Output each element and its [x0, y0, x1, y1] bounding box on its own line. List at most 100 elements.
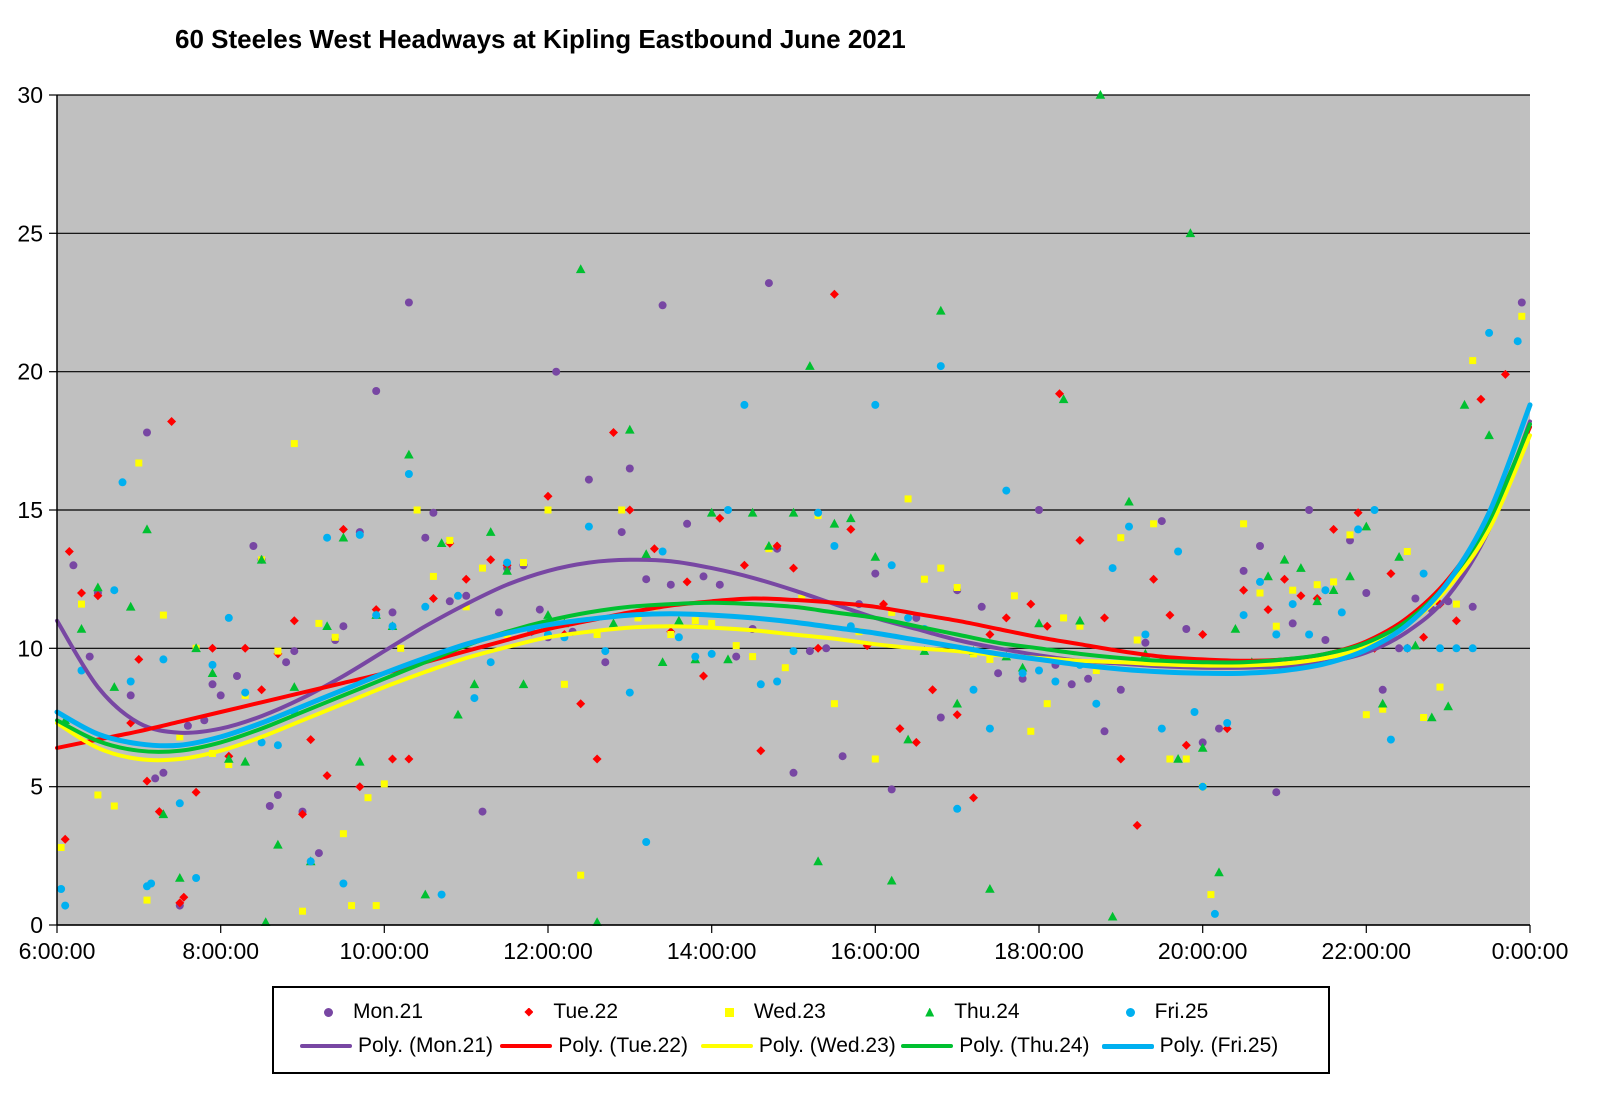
- point-mon21: [1035, 506, 1043, 514]
- point-wed23: [413, 506, 421, 514]
- point-fri25: [756, 680, 765, 689]
- point-fri25: [1239, 611, 1248, 620]
- point-fri25: [1321, 586, 1330, 595]
- point-wed23: [1330, 578, 1338, 586]
- point-mon21: [1288, 619, 1297, 628]
- point-fri25: [486, 658, 495, 667]
- point-fri25: [1051, 677, 1060, 686]
- point-thu24: [1263, 571, 1273, 581]
- point-wed23: [1313, 581, 1321, 589]
- point-mon21: [421, 533, 430, 542]
- point-fri25: [470, 694, 479, 703]
- trendline-poly-mon21: [55, 419, 1532, 735]
- point-thu24: [93, 582, 103, 592]
- point-fri25: [969, 685, 978, 694]
- point-thu24: [706, 507, 717, 517]
- point-fri25: [372, 611, 381, 620]
- point-tue22: [208, 643, 217, 653]
- point-thu24: [1394, 552, 1404, 561]
- point-fri25: [1210, 909, 1219, 918]
- legend-item-poly-tue22: Poly. (Tue.22): [500, 1034, 700, 1058]
- point-wed23: [986, 655, 994, 663]
- y-tick-label: 25: [17, 220, 43, 246]
- point-tue22: [1001, 613, 1011, 623]
- point-thu24: [674, 615, 684, 625]
- point-thu24: [952, 698, 962, 708]
- point-fri25: [1452, 644, 1461, 653]
- point-mon21: [642, 575, 651, 584]
- point-wed23: [1182, 755, 1190, 763]
- point-tue22: [1500, 369, 1510, 379]
- point-wed23: [708, 619, 716, 627]
- point-wed23: [1272, 622, 1280, 630]
- legend-label-thu24: Thu.24: [954, 1000, 1020, 1023]
- point-fri25: [601, 647, 610, 656]
- point-mon21: [1239, 566, 1248, 575]
- point-fri25: [1125, 522, 1133, 531]
- point-thu24: [125, 601, 136, 611]
- point-fri25: [985, 724, 994, 733]
- poly-fri25-line-swatch: [1101, 1043, 1154, 1049]
- point-fri25: [1223, 719, 1232, 727]
- point-tue22: [699, 671, 708, 681]
- point-tue22: [813, 643, 823, 653]
- point-fri25: [1198, 782, 1207, 791]
- point-mon21: [1141, 638, 1150, 647]
- point-tue22: [625, 505, 635, 515]
- point-tue22: [928, 685, 938, 695]
- point-mon21: [1067, 680, 1076, 689]
- point-wed23: [1166, 755, 1174, 763]
- point-tue22: [1026, 599, 1036, 609]
- point-tue22: [1222, 724, 1232, 734]
- point-thu24: [608, 618, 619, 628]
- point-mon21: [601, 658, 610, 667]
- point-wed23: [577, 871, 585, 879]
- point-wed23: [176, 733, 184, 741]
- point-tue22: [1329, 524, 1339, 534]
- point-mon21: [69, 561, 78, 570]
- point-fri25: [1092, 699, 1101, 708]
- poly-wed23-line-swatch: [700, 1044, 753, 1048]
- point-mon21: [625, 464, 634, 473]
- point-tue22: [1296, 591, 1306, 601]
- point-tue22: [739, 560, 749, 570]
- point-wed23: [1436, 683, 1444, 691]
- point-tue22: [609, 428, 618, 437]
- point-wed23: [380, 780, 388, 788]
- point-wed23: [397, 644, 405, 652]
- mon21-marker-icon: [324, 1007, 333, 1017]
- point-tue22: [592, 754, 602, 764]
- point-fri25: [1386, 735, 1395, 744]
- trendline-poly-thu24: [55, 422, 1532, 754]
- point-mon21: [388, 608, 397, 617]
- point-tue22: [179, 892, 189, 902]
- point-tue22: [355, 782, 365, 792]
- point-mon21: [732, 652, 741, 661]
- point-mon21: [1198, 738, 1207, 747]
- point-tue22: [298, 809, 307, 819]
- poly-mon21-line-swatch: [300, 1044, 352, 1048]
- point-thu24: [289, 682, 300, 691]
- point-wed23: [781, 664, 789, 672]
- point-mon21: [85, 652, 94, 661]
- point-thu24: [1312, 596, 1322, 606]
- point-fri25: [625, 688, 634, 697]
- point-thu24: [355, 756, 365, 766]
- point-fri25: [388, 622, 397, 631]
- point-tue22: [338, 524, 348, 534]
- point-wed23: [1240, 520, 1248, 528]
- point-wed23: [937, 564, 945, 572]
- legend-label-fri25: Fri.25: [1154, 1000, 1209, 1023]
- point-wed23: [830, 700, 838, 708]
- point-fri25: [1468, 644, 1477, 653]
- point-wed23: [904, 495, 912, 503]
- point-wed23: [331, 633, 339, 641]
- point-tue22: [543, 491, 553, 501]
- point-fri25: [584, 522, 593, 531]
- point-mon21: [339, 622, 348, 631]
- point-tue22: [1149, 574, 1159, 584]
- point-mon21: [715, 580, 724, 589]
- point-mon21: [208, 680, 217, 689]
- point-mon21: [936, 713, 945, 722]
- point-thu24: [641, 549, 651, 559]
